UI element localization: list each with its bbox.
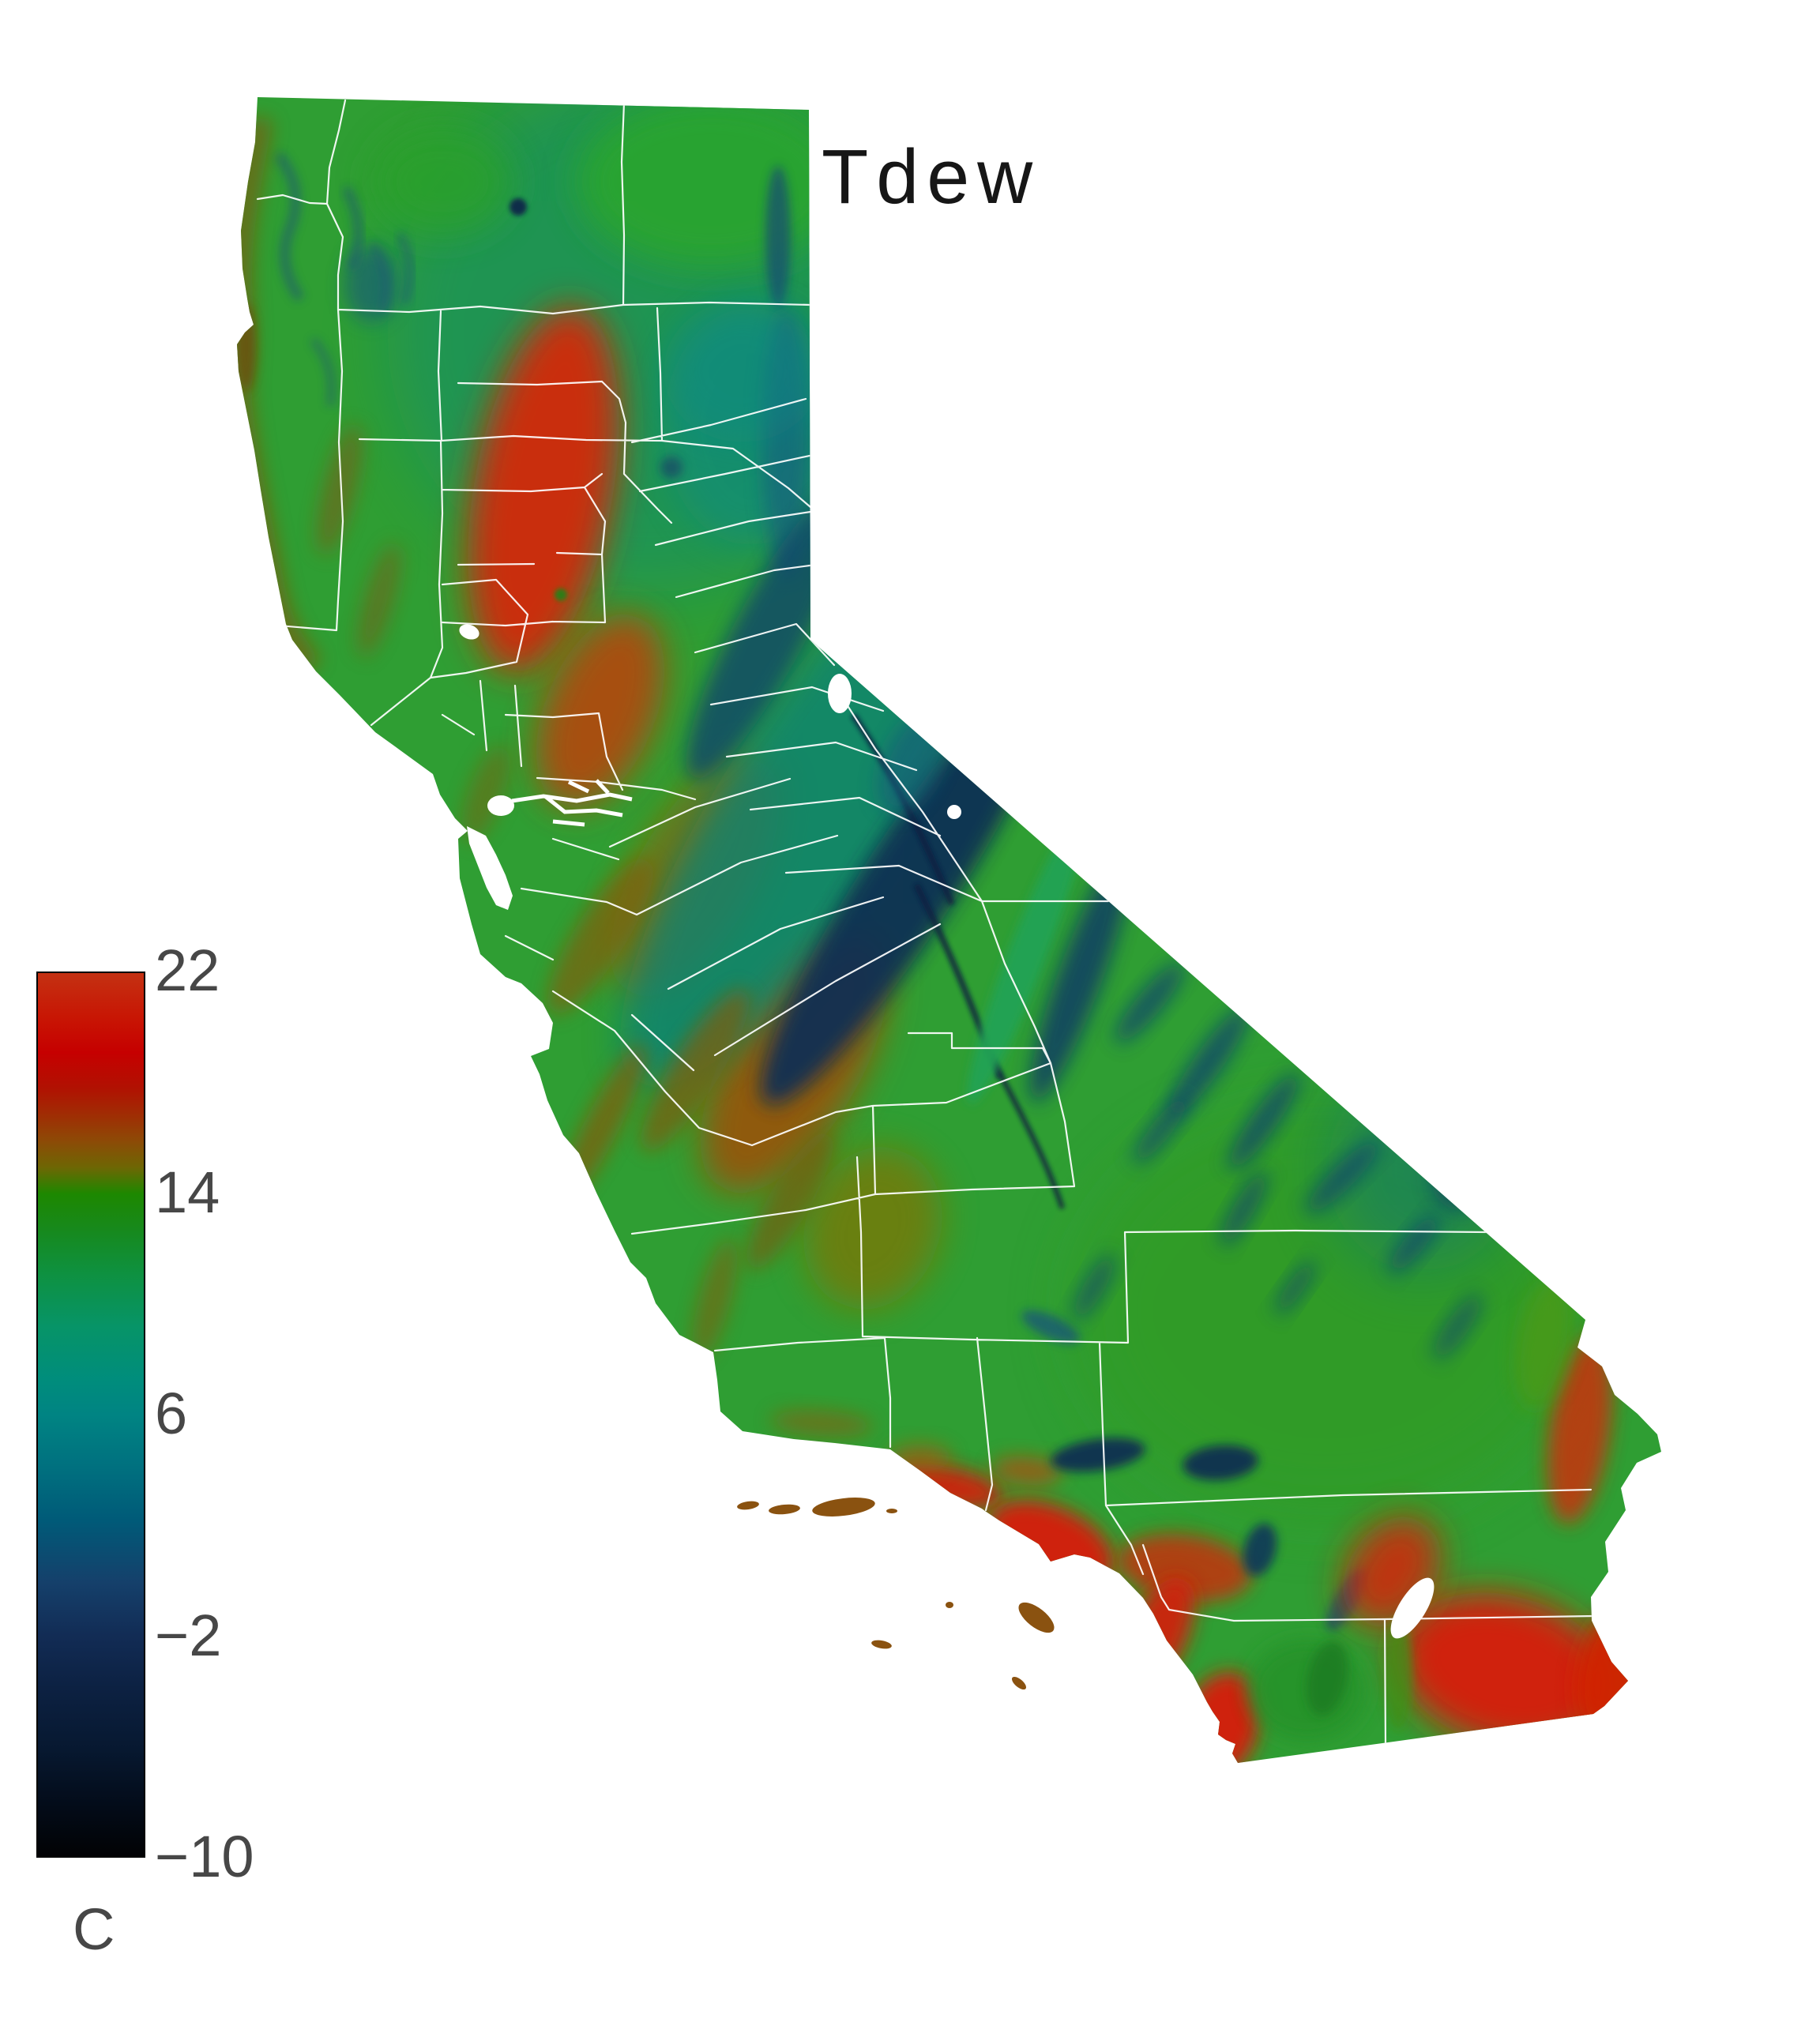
map-title: Tdew <box>822 133 1041 220</box>
colorbar-tick-label: 22 <box>155 937 220 1003</box>
colorbar-unit-label: C <box>73 1896 115 1962</box>
county-boundaries <box>256 99 1596 1747</box>
delta-channels <box>511 779 633 827</box>
colorbar-tick-label: 6 <box>155 1380 188 1446</box>
owens-valley-strip <box>967 815 1084 1104</box>
colorbar: 22 14 6 −2 −10 C <box>36 938 368 1962</box>
water-bodies <box>241 292 1435 1639</box>
imperial-valley-red-zone <box>1396 1592 1614 1749</box>
lake-tahoe <box>828 674 852 713</box>
colorbar-tick-label: −10 <box>155 1823 254 1889</box>
san-pablo-bay <box>487 795 514 816</box>
channel-islands <box>737 1498 1055 1690</box>
colorbar-tick-label: −2 <box>155 1602 222 1668</box>
san-francisco-bay <box>467 826 513 910</box>
county-border-lines <box>256 99 1596 1747</box>
colorbar-tick-label: 14 <box>155 1159 220 1225</box>
clear-lake <box>459 624 479 640</box>
salton-sea <box>1390 1577 1435 1639</box>
mono-lake <box>947 805 961 819</box>
mount-shasta-cold-spot <box>510 198 527 216</box>
colorbar-gradient <box>36 972 145 1858</box>
